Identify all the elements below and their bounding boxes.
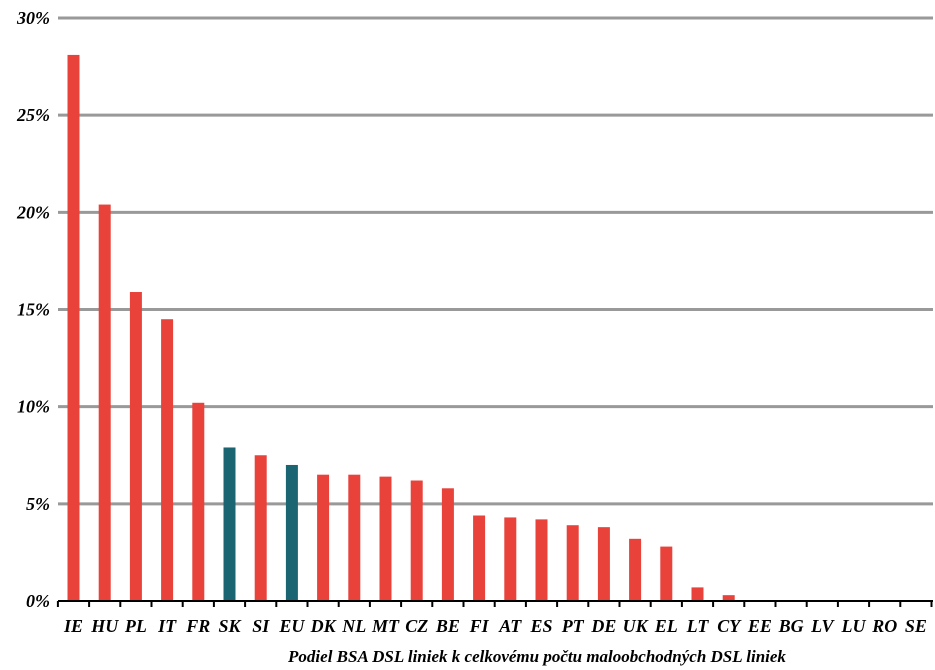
bar-de <box>597 527 610 601</box>
bar-ie <box>67 54 80 601</box>
category-label-sk: SK <box>218 616 242 636</box>
bar-uk <box>629 538 642 601</box>
category-label-dk: DK <box>310 616 338 636</box>
category-label-es: ES <box>529 616 552 636</box>
bar-pl <box>129 292 142 601</box>
bar-pt <box>566 525 579 601</box>
bar-cy <box>722 595 735 601</box>
bar-it <box>161 319 174 601</box>
category-label-de: DE <box>590 616 616 636</box>
category-label-ie: IE <box>63 616 83 636</box>
category-label-mt: MT <box>371 616 400 636</box>
category-label-pt: PT <box>561 616 585 636</box>
bar-mt <box>379 476 392 601</box>
bar-lt <box>691 587 704 601</box>
bar-es <box>535 519 548 601</box>
bar-cz <box>410 480 423 601</box>
bar-eu <box>285 464 298 601</box>
bar-nl <box>348 474 361 601</box>
y-axis-tick-labels: 0% 5% 10% 15% 20% 25% 30% <box>16 8 50 611</box>
category-label-nl: NL <box>341 616 366 636</box>
y-tick-label: 30% <box>16 8 50 28</box>
category-label-lv: LV <box>810 616 835 636</box>
bar-hu <box>98 204 111 601</box>
category-label-at: AT <box>498 616 522 636</box>
bars <box>67 54 766 601</box>
bar-fr <box>192 402 205 601</box>
category-label-be: BE <box>435 616 460 636</box>
category-label-se: SE <box>905 616 927 636</box>
x-axis-category-labels: IE HU PL IT FR SK SI EU DK NL MT CZ BE FI AT ES PT DE UK EL… <box>63 616 927 636</box>
y-tick-label: 25% <box>16 105 50 125</box>
bar-be <box>441 488 454 601</box>
category-label-hu: HU <box>90 616 119 636</box>
x-axis-title: Podiel BSA DSL liniek k celkovému počtu … <box>287 647 786 666</box>
category-label-cy: CY <box>717 616 742 636</box>
category-label-el: EL <box>654 616 678 636</box>
bar-sk <box>223 447 236 601</box>
y-tick-label: 10% <box>17 397 50 417</box>
bar-fi <box>473 515 486 601</box>
bar-dk <box>317 474 330 601</box>
category-label-eu: EU <box>278 616 305 636</box>
category-label-fr: FR <box>185 616 210 636</box>
bar-si <box>254 455 267 601</box>
category-label-si: SI <box>252 616 270 636</box>
category-label-ro: RO <box>871 616 897 636</box>
category-label-bg: BG <box>778 616 804 636</box>
category-label-pl: PL <box>124 616 147 636</box>
category-label-fi: FI <box>469 616 490 636</box>
bar-el <box>660 546 673 601</box>
y-tick-label: 20% <box>16 202 50 222</box>
y-tick-label: 5% <box>26 494 50 514</box>
category-label-lu: LU <box>841 616 867 636</box>
category-label-cz: CZ <box>405 616 428 636</box>
bar-at <box>504 517 517 601</box>
category-label-it: IT <box>157 616 177 636</box>
x-axis-ticks <box>56 601 933 607</box>
y-tick-label: 15% <box>17 300 50 320</box>
category-label-ee: EE <box>747 616 772 636</box>
y-tick-label: 0% <box>26 591 50 611</box>
gridlines <box>58 16 933 506</box>
category-label-lt: LT <box>686 616 710 636</box>
category-label-uk: UK <box>623 616 650 636</box>
